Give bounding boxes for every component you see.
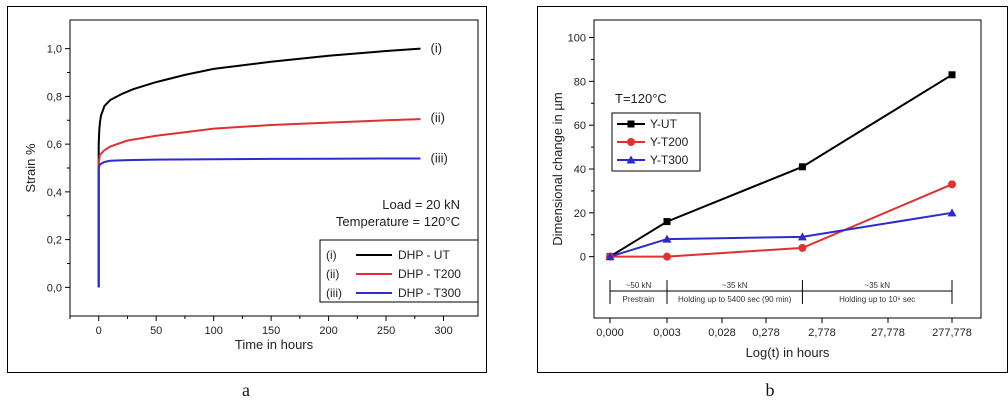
series-line-1 [97, 47, 421, 288]
x-tick-label-b: 2,778 [808, 327, 836, 339]
y-tick-label-a: 0,8 [47, 91, 62, 103]
legend-label-b: Y-UT [650, 117, 678, 131]
series-line-b-1 [609, 73, 953, 258]
legend-tag-a: (iii) [326, 286, 342, 300]
phase-load: ~35 kN [864, 281, 890, 290]
data-point-square [663, 218, 671, 226]
legend-marker-b [626, 155, 636, 164]
x-axis-label-a: Time in hours [235, 337, 314, 352]
phase-label: Holding up to 5400 sec (90 min) [678, 295, 792, 304]
legend-label-a: DHP - T200 [398, 267, 461, 281]
data-point-triangle [662, 234, 672, 243]
phase-load: ~50 kN [626, 281, 652, 290]
x-tick-label-b: 0,000 [596, 327, 624, 339]
x-tick-label-a: 250 [377, 325, 395, 337]
y-axis-label-a: Strain % [23, 143, 38, 193]
x-tick-label-a: 50 [150, 325, 162, 337]
legend-a [319, 239, 479, 303]
x-tick-label-a: 300 [434, 325, 452, 337]
x-tick-label-a: 0 [96, 325, 102, 337]
data-point-circle [798, 243, 807, 252]
panel-a-frame [7, 6, 487, 373]
series-line-b-2 [610, 183, 953, 258]
annotation-b: T=120°C [615, 91, 667, 106]
legend-marker-b [627, 120, 635, 128]
series-line-2 [97, 118, 421, 288]
legend-marker-b [627, 138, 635, 146]
y-tick-label-b: 60 [574, 120, 586, 132]
data-point-triangle [605, 252, 615, 261]
series-tag-1: (i) [431, 41, 443, 56]
chart-a: 0 50 100 150 200 250 300 0,0 0,2 0,4 0,6 0,8 1,0 Time… [23, 19, 479, 352]
chart-b: 0,000 0,003 0,028 0,278 2,778 27,778 277,778 0 2… [550, 19, 982, 360]
data-point-square [948, 71, 956, 79]
y-tick-label-b: 80 [574, 76, 586, 88]
legend-label-b: Y-T200 [650, 135, 689, 149]
y-tick-label-b: 40 [574, 164, 586, 176]
annotation-a: Temperature = 120°C [336, 214, 460, 229]
y-tick-label-a: 0,4 [47, 187, 62, 199]
x-axis-label-b: Log(t) in hours [746, 345, 830, 360]
data-point-triangle [797, 232, 807, 241]
phase-label: Prestrain [622, 295, 654, 304]
series-line-3 [97, 157, 421, 288]
data-point-circle [663, 252, 671, 261]
legend-tag-a: (i) [326, 248, 337, 262]
y-tick-label-a: 0,0 [47, 282, 62, 294]
legend-label-b: Y-T300 [650, 153, 689, 167]
series-tag-2: (ii) [431, 110, 445, 125]
x-tick-label-b: 0,028 [708, 327, 736, 339]
y-axis-label-b: Dimensional change in µm [550, 92, 565, 245]
x-tick-label-a: 100 [204, 325, 222, 337]
phase-load: ~35 kN [722, 281, 748, 290]
series-tag-3: (iii) [431, 150, 448, 165]
y-tick-label-a: 0,6 [47, 139, 62, 151]
y-tick-label-b: 0 [580, 252, 586, 264]
series-line-b-3 [609, 211, 953, 258]
caption-a: a [242, 380, 250, 400]
x-tick-label-b: 277,778 [932, 327, 972, 339]
legend-label-a: DHP - UT [398, 248, 450, 262]
phase-label: Holding up to 10⁶ sec [839, 295, 915, 304]
x-tick-label-a: 150 [262, 325, 280, 337]
y-tick-label-b: 20 [574, 208, 586, 220]
y-tick-label-b: 100 [568, 33, 586, 45]
data-point-circle [948, 180, 956, 189]
annotation-a: Load = 20 kN [382, 197, 460, 212]
x-tick-label-b: 27,778 [871, 327, 905, 339]
legend-tag-a: (ii) [326, 267, 339, 281]
y-tick-label-a: 0,2 [47, 235, 62, 247]
legend-label-a: DHP - T300 [398, 286, 461, 300]
x-tick-label-b: 0,003 [653, 327, 681, 339]
x-tick-label-a: 200 [319, 325, 337, 337]
y-tick-label-a: 1,0 [47, 44, 62, 56]
caption-b: b [766, 380, 775, 400]
x-tick-label-b: 0,278 [752, 327, 780, 339]
data-point-triangle [947, 208, 957, 217]
data-point-square [798, 163, 806, 171]
